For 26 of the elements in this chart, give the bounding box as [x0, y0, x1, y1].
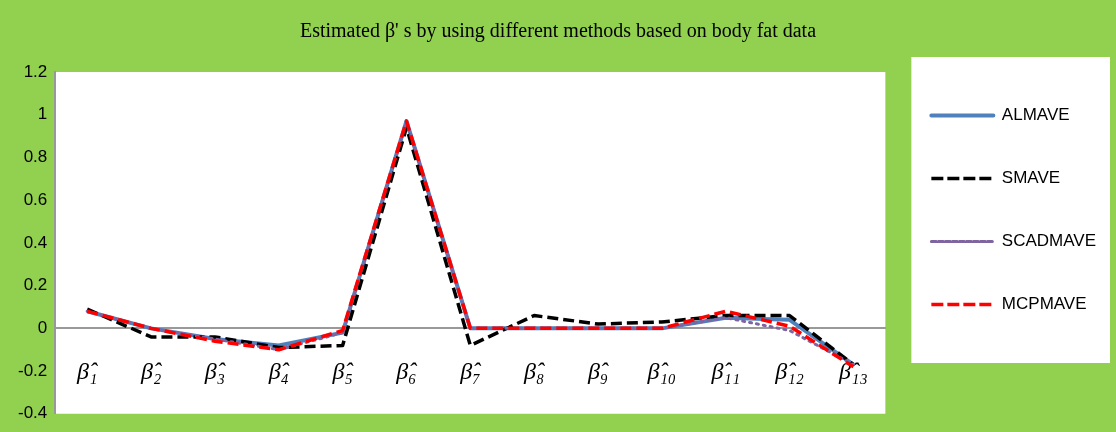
x-tick-label: β̂₁: [76, 358, 99, 385]
legend-label: MCPMAVE: [1001, 294, 1087, 314]
y-tick-label: -0.4: [18, 403, 48, 423]
y-tick-label: 0.8: [23, 147, 48, 167]
y-tick-label: 0: [37, 318, 48, 338]
y-tick-label: 1: [37, 104, 48, 124]
y-tick-label: -0.2: [18, 360, 48, 380]
y-tick-label: 0.2: [23, 275, 48, 295]
x-tick-label: β̂₁₁: [710, 358, 741, 385]
legend-label: SCADMAVE: [1001, 231, 1097, 251]
x-tick-label: β̂₁₂: [774, 358, 804, 385]
x-tick-label: β̂₅: [331, 358, 354, 385]
x-tick-label: β̂₁₀: [646, 358, 677, 385]
legend-label: SMAVE: [1001, 168, 1061, 188]
y-tick-label: 1.2: [23, 61, 48, 81]
x-tick-label: β̂₄: [267, 358, 290, 385]
x-tick-label: β̂₇: [459, 358, 482, 385]
y-tick-label: 0.4: [23, 232, 48, 252]
x-tick-label: β̂₈: [523, 358, 545, 385]
x-tick-label: β̂₃: [203, 358, 226, 385]
legend-label: ALMAVE: [1001, 105, 1070, 125]
x-tick-label: β̂₆: [395, 358, 418, 385]
chart-title: Estimated β' s by using different methods based on body fat data: [299, 19, 817, 43]
x-tick-label: β̂₉: [586, 358, 609, 385]
y-tick-label: 0.6: [23, 189, 48, 209]
x-tick-label: β̂₂: [139, 358, 162, 385]
